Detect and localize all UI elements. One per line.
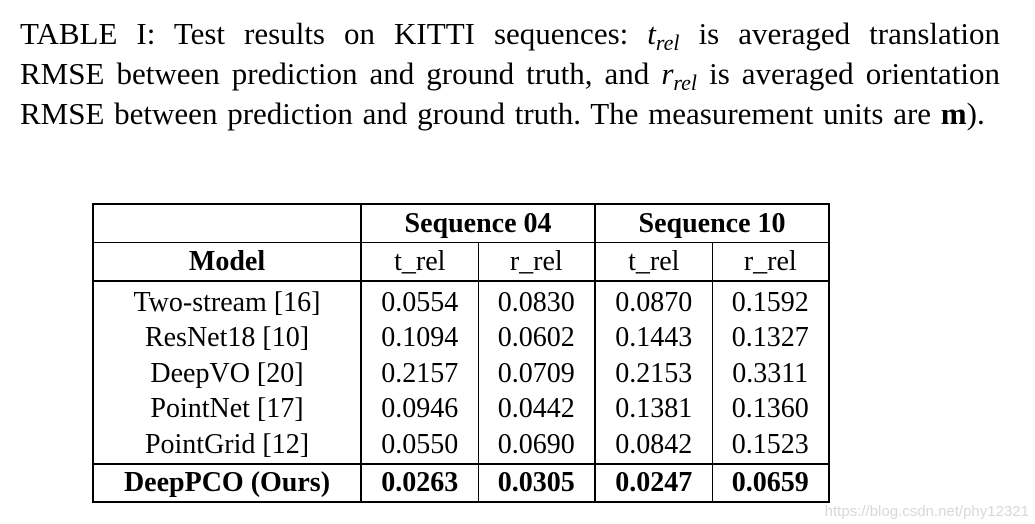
model-cell: ResNet18 [10] bbox=[92, 320, 362, 356]
value-cell: 0.1592 bbox=[712, 281, 830, 321]
value-cell: 0.0554 bbox=[361, 281, 479, 321]
ours-row: DeepPCO (Ours) 0.0263 0.0305 0.0247 0.06… bbox=[92, 463, 830, 503]
value-cell: 0.1443 bbox=[595, 320, 713, 356]
model-cell: DeepVO [20] bbox=[92, 356, 362, 392]
value-cell: 0.0690 bbox=[478, 427, 596, 465]
r-rel-symbol: rrel bbox=[661, 56, 698, 95]
value-cell: 0.2153 bbox=[595, 356, 713, 392]
value-cell: 0.1094 bbox=[361, 320, 479, 356]
value-cell: 0.0870 bbox=[595, 281, 713, 321]
sub-header-seq04-trel: t_rel bbox=[361, 242, 479, 282]
model-cell: PointNet [17] bbox=[92, 391, 362, 427]
value-cell-ours: 0.0305 bbox=[478, 463, 596, 503]
caption-text-1: Test results on KITTI sequences: bbox=[173, 16, 629, 51]
empty-header-cell bbox=[92, 203, 362, 243]
model-cell: Two-stream [16] bbox=[92, 281, 362, 321]
value-cell: 0.0709 bbox=[478, 356, 596, 392]
value-cell: 0.1523 bbox=[712, 427, 830, 465]
sub-header-seq10-rrel: r_rel bbox=[712, 242, 830, 282]
table-caption: TABLE I: Test results on KITTI sequences… bbox=[20, 14, 1000, 134]
table-row: ResNet18 [10] 0.1094 0.0602 0.1443 0.132… bbox=[92, 320, 830, 356]
value-cell: 0.0830 bbox=[478, 281, 596, 321]
sub-header-seq10-trel: t_rel bbox=[595, 242, 713, 282]
table-row: Two-stream [16] 0.0554 0.0830 0.0870 0.1… bbox=[92, 281, 830, 321]
t-rel-symbol: trel bbox=[647, 16, 680, 55]
value-cell: 0.0602 bbox=[478, 320, 596, 356]
value-cell: 0.0442 bbox=[478, 391, 596, 427]
value-cell-ours: 0.0659 bbox=[712, 463, 830, 503]
table-row: DeepVO [20] 0.2157 0.0709 0.2153 0.3311 bbox=[92, 356, 830, 392]
caption-text-2: is averaged translation RMSE between pre… bbox=[20, 16, 1001, 91]
sub-header-row: Model t_rel r_rel t_rel r_rel bbox=[92, 242, 830, 282]
results-table: Sequence 04 Sequence 10 Model t_rel r_re… bbox=[92, 203, 830, 503]
sub-header-seq04-rrel: r_rel bbox=[478, 242, 596, 282]
table-row: PointNet [17] 0.0946 0.0442 0.1381 0.136… bbox=[92, 391, 830, 427]
value-cell: 0.0946 bbox=[361, 391, 479, 427]
group-header-row: Sequence 04 Sequence 10 bbox=[92, 203, 830, 243]
value-cell: 0.1360 bbox=[712, 391, 830, 427]
caption-unit: m bbox=[940, 96, 967, 131]
model-cell-ours: DeepPCO (Ours) bbox=[92, 463, 362, 503]
watermark: https://blog.csdn.net/phy12321 bbox=[824, 503, 1029, 520]
group-header-seq04: Sequence 04 bbox=[361, 203, 596, 243]
value-cell: 0.0842 bbox=[595, 427, 713, 465]
value-cell-ours: 0.0263 bbox=[361, 463, 479, 503]
value-cell-ours: 0.0247 bbox=[595, 463, 713, 503]
table-row: PointGrid [12] 0.0550 0.0690 0.0842 0.15… bbox=[92, 427, 830, 465]
value-cell: 0.3311 bbox=[712, 356, 830, 392]
value-cell: 0.1327 bbox=[712, 320, 830, 356]
value-cell: 0.1381 bbox=[595, 391, 713, 427]
model-cell: PointGrid [12] bbox=[92, 427, 362, 465]
caption-text-4: ). bbox=[966, 96, 985, 131]
value-cell: 0.2157 bbox=[361, 356, 479, 392]
group-header-seq10: Sequence 10 bbox=[595, 203, 830, 243]
caption-text-3: is averaged orientation RMSE between pre… bbox=[20, 56, 1000, 131]
value-cell: 0.0550 bbox=[361, 427, 479, 465]
model-header: Model bbox=[92, 242, 362, 282]
caption-label: TABLE I: bbox=[20, 16, 156, 51]
